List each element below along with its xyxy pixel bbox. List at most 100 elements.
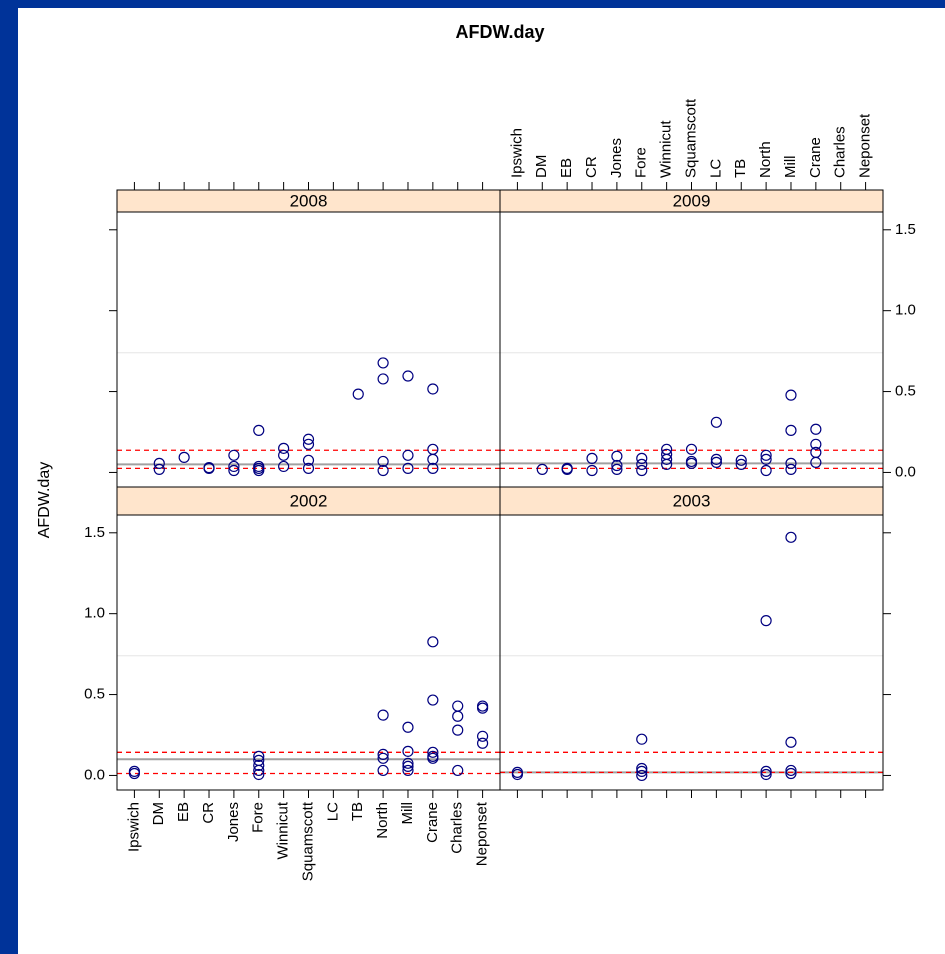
point — [128, 767, 141, 780]
x-tick-label: LC — [324, 802, 341, 821]
point — [810, 423, 822, 435]
point — [785, 457, 797, 469]
point — [302, 438, 315, 450]
point — [377, 357, 389, 369]
point — [452, 710, 464, 722]
point — [760, 453, 772, 465]
x-tick-label: Mill — [399, 802, 416, 825]
point — [511, 768, 524, 781]
x-tick-label: DM — [150, 802, 167, 825]
strip-label: 2003 — [673, 491, 711, 510]
point — [377, 709, 389, 721]
point — [302, 433, 315, 445]
point — [377, 455, 389, 468]
point — [636, 458, 648, 470]
point — [402, 721, 414, 733]
point — [586, 464, 598, 477]
point — [785, 531, 797, 543]
strip — [116, 486, 501, 516]
point — [352, 388, 364, 400]
x-tick-label: Jones — [225, 802, 242, 842]
x-tick-label: Ipswich — [125, 802, 142, 852]
strip-label: 2008 — [290, 191, 328, 210]
point — [586, 452, 598, 464]
x-tick-label: Winnicut — [275, 801, 292, 859]
point — [661, 458, 673, 470]
point — [685, 457, 698, 469]
x-tick-label: Crane — [807, 137, 824, 178]
point — [427, 462, 439, 474]
x-tick-label: Ipswich — [508, 128, 525, 178]
x-tick-label: DM — [533, 155, 550, 178]
point — [427, 752, 439, 764]
point — [427, 746, 439, 758]
point — [377, 373, 389, 385]
x-tick-label: North — [374, 802, 391, 839]
point — [611, 459, 623, 472]
point — [636, 762, 648, 775]
y-tick-label: 0.0 — [895, 463, 916, 480]
point — [476, 702, 489, 714]
point — [785, 424, 797, 436]
x-tick-label: Charles — [832, 126, 849, 178]
y-axis-label: AFDW.day — [36, 462, 53, 538]
point — [810, 456, 822, 469]
x-tick-label: TB — [732, 159, 749, 178]
chart-title: AFDW.day — [455, 22, 544, 42]
y-tick-label: 1.5 — [84, 524, 105, 541]
point — [253, 768, 265, 781]
point — [636, 452, 648, 464]
x-tick-label: Squamscott — [682, 98, 699, 178]
point — [760, 765, 772, 777]
point — [228, 460, 240, 473]
x-tick-label: EB — [558, 158, 575, 178]
point — [153, 457, 165, 469]
point — [636, 765, 648, 777]
point — [278, 449, 290, 461]
x-tick-label: Winnicut — [658, 120, 675, 178]
point — [785, 736, 797, 748]
point — [178, 451, 190, 463]
point — [476, 737, 489, 749]
x-tick-label: Mill — [782, 156, 799, 179]
point — [278, 442, 290, 454]
point — [476, 730, 489, 742]
point — [611, 463, 623, 475]
point — [536, 463, 548, 475]
point — [402, 745, 414, 757]
point — [452, 724, 464, 736]
point — [427, 383, 439, 395]
point — [760, 464, 772, 477]
point — [452, 764, 464, 777]
x-tick-label: CR — [200, 802, 217, 824]
point — [785, 389, 797, 401]
point — [377, 764, 389, 777]
point — [561, 463, 573, 475]
point — [402, 370, 414, 382]
point — [636, 769, 648, 782]
point — [760, 449, 772, 461]
point — [661, 453, 673, 465]
y-tick-label: 0.5 — [84, 686, 105, 703]
point — [253, 424, 265, 436]
point — [710, 453, 722, 465]
x-tick-label: CR — [583, 156, 600, 178]
point — [427, 636, 439, 648]
point — [253, 764, 265, 777]
point — [302, 454, 315, 466]
point — [785, 764, 797, 777]
point — [228, 464, 240, 477]
x-tick-label: EB — [175, 802, 192, 822]
point — [611, 450, 623, 462]
x-tick-label: Squamscott — [299, 801, 316, 881]
x-tick-label: Jones — [608, 138, 625, 178]
point — [427, 694, 439, 706]
x-tick-label: TB — [349, 802, 366, 821]
y-tick-label: 1.0 — [84, 605, 105, 622]
point — [302, 462, 315, 474]
x-tick-label: Neponset — [474, 801, 491, 866]
point — [253, 750, 265, 762]
x-tick-label: Fore — [250, 802, 267, 833]
x-tick-label: North — [757, 141, 774, 178]
